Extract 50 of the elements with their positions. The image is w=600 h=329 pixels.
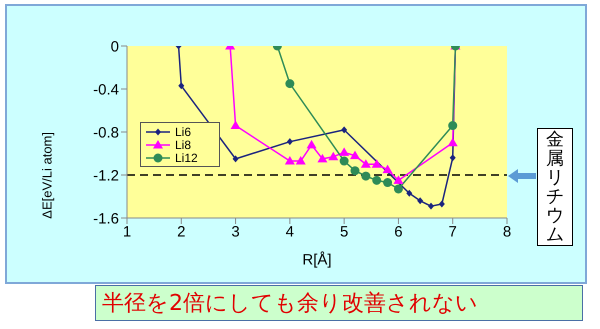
point <box>372 176 382 185</box>
legend-label: Li12 <box>175 150 198 164</box>
y-tick-label: -1.6 <box>93 210 119 228</box>
x-tick-label: 7 <box>448 224 457 241</box>
point <box>360 159 371 168</box>
point <box>317 154 328 162</box>
point <box>361 172 370 181</box>
point <box>340 156 349 166</box>
point <box>286 138 293 146</box>
point <box>383 178 392 188</box>
point <box>178 82 184 90</box>
y-tick-label: -0.8 <box>93 124 119 142</box>
point <box>230 120 241 130</box>
point <box>306 140 317 148</box>
point <box>328 152 338 160</box>
point <box>448 138 458 146</box>
point <box>232 155 239 162</box>
x-tick-label: 8 <box>502 224 512 241</box>
point <box>296 156 306 165</box>
y-axis-title: ΔE[eV/Li atom] <box>40 132 55 219</box>
text: 半径を2倍にしても余り改善されない <box>95 285 583 321</box>
x-tick-label: 5 <box>340 224 348 241</box>
point <box>406 190 412 197</box>
y-tick-label: 0 <box>110 38 119 56</box>
point <box>428 202 434 210</box>
x-tick-label: 1 <box>122 224 132 241</box>
point <box>284 156 295 165</box>
y-tick-label: -1.2 <box>93 167 119 184</box>
point <box>339 147 350 156</box>
x-axis-title: R[Å] <box>302 250 332 269</box>
point <box>341 126 348 134</box>
legend-label: Li8 <box>175 138 192 152</box>
point <box>350 150 360 160</box>
x-tick-label: 4 <box>286 224 294 241</box>
y-tick-label: -0.4 <box>93 81 119 98</box>
text: 金属リチウム <box>545 129 565 245</box>
point <box>350 166 360 176</box>
point <box>417 197 424 204</box>
legend-label: Li6 <box>175 124 192 138</box>
x-tick-label: 3 <box>231 224 240 241</box>
point <box>382 164 393 174</box>
x-tick-label: 6 <box>394 224 403 241</box>
point <box>450 154 456 162</box>
point <box>394 184 403 194</box>
point <box>448 121 458 130</box>
point <box>372 159 382 168</box>
point <box>393 175 404 184</box>
point <box>285 79 294 88</box>
point <box>438 200 445 208</box>
x-tick-label: 2 <box>177 224 186 241</box>
